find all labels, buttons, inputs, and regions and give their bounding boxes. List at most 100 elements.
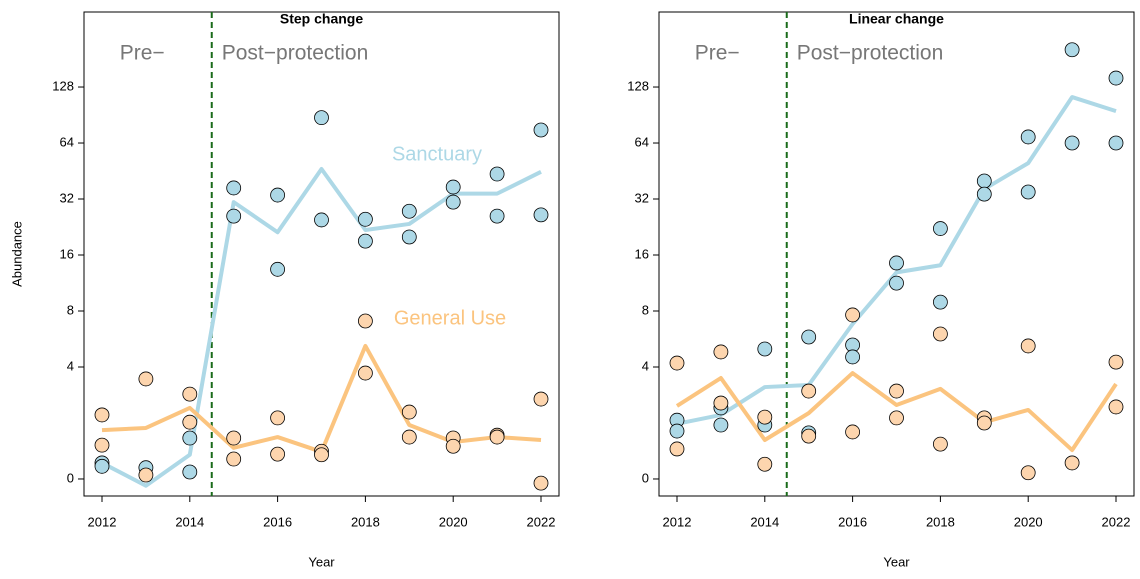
data-point xyxy=(533,391,549,407)
y-tick-label: 0 xyxy=(642,470,649,485)
y-tick-label: 64 xyxy=(60,134,74,149)
y-tick-label: 8 xyxy=(67,302,74,317)
y-tick-label: 16 xyxy=(60,246,74,261)
data-point xyxy=(757,456,773,472)
data-point xyxy=(445,438,461,454)
data-point xyxy=(757,409,773,425)
annotation: Post−protection xyxy=(222,42,369,65)
data-point xyxy=(182,430,198,446)
data-point xyxy=(1108,70,1124,86)
y-tick-label: 16 xyxy=(635,246,649,261)
x-tick-label: 2018 xyxy=(351,514,380,529)
data-point xyxy=(314,212,329,228)
data-point xyxy=(226,180,242,196)
y-tick-label: 4 xyxy=(642,358,649,373)
data-point xyxy=(757,341,773,357)
series-line xyxy=(101,166,542,488)
data-point xyxy=(358,233,373,249)
data-point xyxy=(1108,135,1124,151)
data-point xyxy=(933,326,948,342)
x-axis-label: Year xyxy=(883,554,910,569)
series-line xyxy=(676,95,1117,426)
data-point xyxy=(182,414,198,430)
x-tick-label: 2020 xyxy=(1014,514,1043,529)
data-point xyxy=(669,423,685,439)
data-point xyxy=(1064,42,1080,58)
data-point xyxy=(976,186,992,202)
data-point xyxy=(314,110,329,126)
series-line xyxy=(675,371,1118,453)
data-point xyxy=(138,467,154,483)
y-tick-label: 32 xyxy=(635,190,649,205)
y-tick-label: 4 xyxy=(67,358,74,373)
data-point xyxy=(801,428,817,444)
data-point xyxy=(1020,129,1036,145)
data-point xyxy=(270,446,285,462)
data-point xyxy=(138,371,154,387)
x-tick-label: 2018 xyxy=(926,514,955,529)
y-tick-label: 8 xyxy=(642,302,649,317)
x-tick-label: 2022 xyxy=(1102,514,1131,529)
data-point xyxy=(533,207,549,223)
data-point xyxy=(358,365,373,381)
data-point xyxy=(401,404,417,420)
series-label: Sanctuary xyxy=(392,143,482,165)
y-tick-label: 0 xyxy=(67,470,74,485)
data-point xyxy=(1020,184,1036,200)
x-tick-label: 2014 xyxy=(175,514,204,529)
data-point xyxy=(1108,399,1124,415)
chart-title: Step change xyxy=(280,11,363,27)
data-point xyxy=(358,211,373,227)
data-point xyxy=(401,429,417,445)
data-point xyxy=(445,179,461,195)
data-point xyxy=(845,424,860,440)
data-point xyxy=(933,436,948,452)
data-point xyxy=(401,203,417,219)
data-point xyxy=(889,383,904,399)
data-point xyxy=(713,395,729,411)
x-tick-label: 2020 xyxy=(439,514,468,529)
y-tick-label: 128 xyxy=(52,78,74,93)
data-point xyxy=(976,173,992,189)
data-point xyxy=(713,344,729,360)
data-point xyxy=(445,194,461,210)
series-label: General Use xyxy=(394,307,506,329)
data-point xyxy=(226,430,242,446)
data-point xyxy=(976,415,992,431)
data-point xyxy=(489,429,505,445)
chart-title: Linear change xyxy=(849,11,944,27)
y-tick-label: 32 xyxy=(60,190,74,205)
data-point xyxy=(889,410,904,426)
data-point xyxy=(801,329,817,345)
data-point xyxy=(1108,354,1124,370)
data-point xyxy=(1020,338,1036,354)
data-point xyxy=(182,464,198,480)
data-point xyxy=(270,261,285,277)
data-point xyxy=(801,383,817,399)
data-point xyxy=(401,229,417,245)
data-point xyxy=(226,451,242,467)
data-point xyxy=(669,441,685,457)
annotation: Pre− xyxy=(695,42,740,65)
data-point xyxy=(182,386,198,402)
plot-frame xyxy=(658,11,1135,497)
x-tick-label: 2014 xyxy=(750,514,779,529)
data-point xyxy=(933,294,948,310)
x-tick-label: 2016 xyxy=(263,514,292,529)
data-point xyxy=(933,221,948,236)
x-tick-label: 2012 xyxy=(663,514,692,529)
data-point xyxy=(270,187,285,203)
data-point xyxy=(669,355,685,371)
x-tick-label: 2016 xyxy=(838,514,867,529)
annotation: Pre− xyxy=(120,42,165,65)
data-point xyxy=(533,122,549,138)
data-point xyxy=(314,447,329,463)
annotation: Post−protection xyxy=(797,42,944,65)
data-point xyxy=(1020,465,1036,481)
y-tick-label: 64 xyxy=(635,134,649,149)
x-axis-label: Year xyxy=(308,554,335,569)
data-point xyxy=(94,458,110,474)
data-point xyxy=(270,410,285,426)
data-point xyxy=(489,166,505,182)
